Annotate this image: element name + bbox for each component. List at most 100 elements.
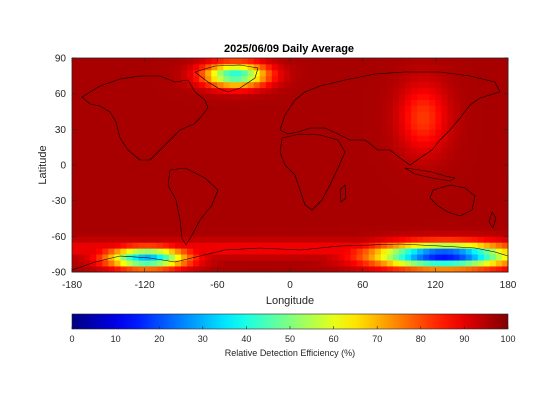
heatmap-cell	[72, 218, 79, 225]
heatmap-cell	[435, 111, 442, 118]
heatmap-cell	[392, 260, 400, 267]
heatmap-cell	[441, 224, 448, 231]
heatmap-cell	[441, 81, 448, 89]
heatmap-cell	[156, 188, 164, 196]
heatmap-cell	[114, 159, 121, 166]
heatmap-cell	[265, 212, 273, 219]
heatmap-cell	[126, 117, 133, 124]
heatmap-cell	[459, 194, 467, 202]
heatmap-cell	[114, 170, 121, 178]
heatmap-cell	[235, 93, 242, 101]
heatmap-cell	[483, 135, 491, 142]
heatmap-cell	[126, 194, 133, 202]
heatmap-cell	[308, 99, 315, 106]
heatmap-cell	[253, 165, 261, 172]
heatmap-cell	[308, 248, 315, 255]
heatmap-cell	[229, 123, 236, 130]
heatmap-cell	[405, 194, 412, 202]
heatmap-cell	[320, 200, 327, 208]
heatmap-cell	[392, 236, 400, 243]
heatmap-cell	[168, 224, 176, 231]
heatmap-cell	[435, 165, 442, 172]
heatmap-cell	[156, 242, 164, 249]
heatmap-cell	[296, 176, 303, 184]
heatmap-cell	[290, 254, 297, 261]
heatmap-cell	[320, 105, 327, 112]
heatmap-cell	[283, 117, 291, 124]
heatmap-cell	[471, 224, 479, 231]
heatmap-cell	[435, 69, 442, 77]
heatmap-cell	[102, 182, 109, 190]
heatmap-cell	[156, 111, 164, 118]
heatmap-cell	[265, 129, 273, 136]
heatmap-cell	[271, 200, 279, 208]
heatmap-cell	[399, 260, 406, 267]
heatmap-cell	[302, 111, 309, 118]
heatmap-cell	[314, 188, 321, 196]
heatmap-cell	[380, 230, 388, 237]
heatmap-cell	[144, 224, 152, 231]
heatmap-cell	[162, 129, 170, 136]
heatmap-cell	[156, 176, 164, 184]
heatmap-cell	[501, 206, 509, 213]
coastline-north-america	[81, 75, 209, 161]
heatmap-cell	[138, 218, 146, 225]
heatmap-cell	[501, 218, 509, 225]
heatmap-cell	[453, 266, 460, 273]
heatmap-cell	[174, 176, 182, 184]
heatmap-cell	[459, 105, 467, 112]
heatmap-cell	[435, 63, 442, 71]
heatmap-cell	[132, 75, 140, 83]
heatmap-cell	[332, 212, 339, 219]
heatmap-cell	[356, 99, 364, 106]
heatmap-cell	[308, 230, 315, 237]
heatmap-cell	[259, 58, 267, 65]
heatmap-cell	[132, 188, 140, 196]
heatmap-cell	[483, 58, 491, 65]
heatmap-cell	[259, 236, 267, 243]
heatmap-cell	[229, 218, 236, 225]
heatmap-cell	[199, 87, 206, 95]
heatmap-cell	[356, 75, 364, 83]
heatmap-cell	[459, 87, 467, 95]
heatmap-cell	[392, 194, 400, 202]
heatmap-cell	[350, 194, 358, 202]
heatmap-cell	[108, 123, 115, 130]
heatmap-cell	[332, 81, 339, 89]
heatmap-cell	[308, 141, 315, 148]
heatmap-cell	[399, 147, 406, 154]
heatmap-cell	[296, 99, 303, 106]
heatmap-cell	[320, 182, 327, 190]
heatmap-cell	[405, 111, 412, 118]
heatmap-cell	[271, 254, 279, 261]
heatmap-cell	[168, 87, 176, 95]
heatmap-cell	[181, 147, 188, 154]
heatmap-cell	[308, 224, 315, 231]
heatmap-cell	[247, 165, 255, 172]
heatmap-cell	[374, 87, 382, 95]
heatmap-cell	[483, 200, 491, 208]
heatmap-cell	[265, 58, 273, 65]
heatmap-cell	[423, 212, 430, 219]
heatmap-cell	[138, 69, 146, 77]
heatmap-cell	[265, 206, 273, 213]
heatmap-cell	[78, 236, 85, 243]
heatmap-cell	[441, 218, 448, 225]
heatmap-cell	[247, 93, 255, 101]
heatmap-cell	[277, 117, 285, 124]
heatmap-cell	[314, 99, 321, 106]
heatmap-cell	[465, 248, 473, 255]
heatmap-cell	[108, 266, 115, 273]
heatmap-cell	[447, 99, 454, 106]
heatmap-cell	[447, 230, 454, 237]
heatmap-cell	[332, 206, 339, 213]
heatmap-cell	[277, 248, 285, 255]
heatmap-cell	[120, 170, 127, 178]
heatmap-cell	[114, 236, 121, 243]
heatmap-cell	[314, 182, 321, 190]
heatmap-cell	[429, 236, 436, 243]
heatmap-cell	[380, 123, 388, 130]
heatmap-cell	[471, 117, 479, 124]
heatmap-cell	[489, 254, 497, 261]
